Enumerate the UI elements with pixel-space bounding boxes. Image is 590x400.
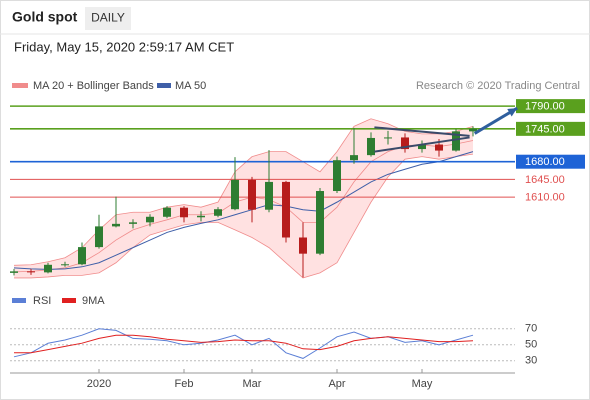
candle-body [316,191,324,254]
candle-body [452,131,460,151]
rsi-line [14,334,474,354]
candle-body [146,216,154,223]
level-label: 1745.00 [525,123,565,135]
candle-body [44,264,52,273]
subtitle: Friday, May 15, 2020 2:59:17 AM CET [14,39,234,54]
candle-body [367,137,375,156]
legend-swatch [157,83,171,88]
candle-body [27,271,35,273]
candle-body [248,179,256,210]
x-tick-label: Feb [175,378,194,390]
x-tick-label: Mar [243,378,262,390]
credit: Research © 2020 Trading Central [416,80,580,92]
level-label: 1645.00 [525,174,565,186]
candle-body [129,222,137,224]
candle-body [112,223,120,227]
level-box [516,99,585,114]
legend-label: MA 20 + Bollinger Bands [33,80,154,92]
level-box [516,121,585,136]
x-tick-label: May [412,378,433,390]
ma-line [13,151,474,270]
candle-body [214,209,222,216]
legend-swatch [62,298,76,303]
bollinger-area [14,118,473,278]
y-tick-label: 50 [525,339,537,351]
x-tick-label: 2020 [87,378,111,390]
bollinger-lower [14,153,474,279]
trendline [374,136,470,153]
candle-body [78,247,86,265]
candle-body [384,137,392,139]
candle-body [418,144,426,150]
legend-label: RSI [33,295,51,307]
candle-body [180,207,188,218]
level-label: 1790.00 [525,101,565,113]
candle-body [350,155,358,161]
candle-body [282,181,290,238]
bollinger-upper [13,118,474,266]
trendline [374,126,470,137]
candle-body [401,137,409,150]
timeframe: DAILY [91,11,125,25]
legend-swatch [12,83,28,88]
candle-body [333,160,341,192]
candle-body [163,207,171,217]
candle-body [61,264,69,266]
candle-body [469,128,477,132]
legend-label: 9MA [82,295,105,307]
level-label: 1610.00 [525,191,565,203]
arrow-head [507,108,518,117]
candle-body [197,215,205,218]
candle-body [435,144,443,151]
candle-body [299,237,307,254]
timeframe-badge [85,7,131,30]
level-label: 1680.00 [525,156,565,168]
candle-body [265,181,273,210]
legend-label: MA 50 [175,80,206,92]
legend-swatch [12,298,26,303]
candle-body [231,179,239,210]
chart-title: Gold spot [12,9,78,25]
candle-body [10,271,18,273]
y-tick-label: 70 [525,323,537,335]
y-tick-label: 30 [525,355,537,367]
level-box [516,154,585,169]
candle-body [95,226,103,248]
x-tick-label: Apr [328,378,345,390]
